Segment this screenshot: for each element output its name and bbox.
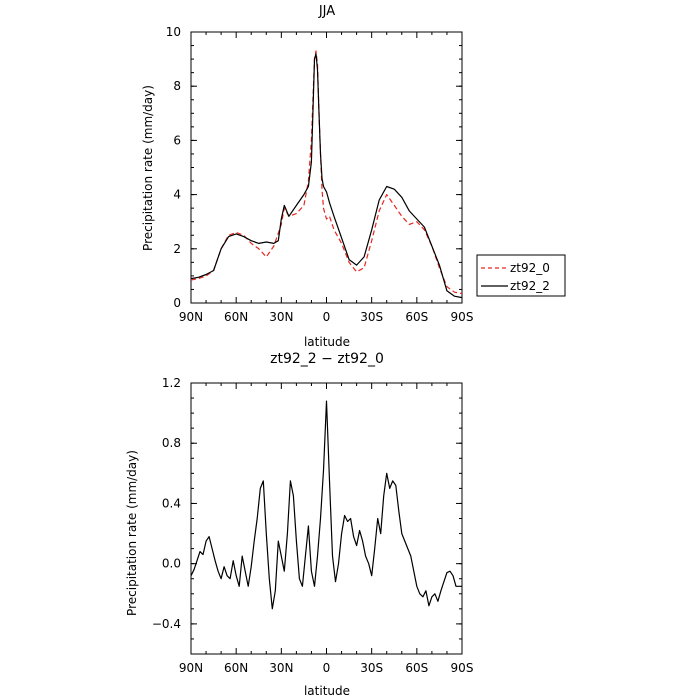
x-tick-label: 60S [405, 661, 428, 675]
y-tick-label: −0.4 [152, 617, 181, 631]
y-tick-label: 0 [173, 296, 181, 310]
y-tick-label: 0.4 [162, 496, 181, 510]
x-tick-label: 60N [224, 661, 248, 675]
x-tick-label: 30N [269, 310, 293, 324]
difference-panel: zt92_2 − zt92_0 latitude Precipitation r… [125, 351, 473, 698]
legend-label-zt92-2: zt92_2 [510, 279, 550, 293]
series-line-diff-0 [190, 400, 462, 610]
y-tick-label: 2 [173, 242, 181, 256]
y-tick-label: 4 [173, 188, 181, 202]
y-tick-label: 0.0 [162, 557, 181, 571]
x-tick-label: 0 [323, 661, 331, 675]
x-tick-label: 60N [224, 310, 248, 324]
series-line-zt92-2 [190, 53, 463, 299]
legend: zt92_0 zt92_2 [476, 254, 566, 297]
x-tick-label: 90N [179, 310, 203, 324]
legend-label-zt92-0: zt92_0 [510, 261, 550, 275]
chart-title: JJA [318, 4, 335, 19]
x-tick-label: 90S [451, 661, 474, 675]
y-axis-label: Precipitation rate (mm/day) [125, 450, 139, 616]
x-axis-label: latitude [304, 684, 350, 698]
y-tick-label: 0.8 [162, 436, 181, 450]
plot-area [190, 382, 463, 655]
jja-precipitation-panel: JJA latitude Precipitation rate (mm/day)… [141, 4, 473, 349]
x-axis-label: latitude [304, 335, 350, 349]
legend-box [476, 254, 566, 297]
x-tick-label: 30N [269, 661, 293, 675]
x-tick-label: 90N [179, 661, 203, 675]
x-tick-label: 0 [323, 310, 331, 324]
y-axis-label: Precipitation rate (mm/day) [141, 85, 155, 251]
series-line-zt92-0 [190, 50, 463, 295]
plot-area [190, 31, 463, 304]
x-tick-label: 60S [405, 310, 428, 324]
y-tick-label: 8 [173, 79, 181, 93]
chart-title: zt92_2 − zt92_0 [270, 351, 384, 367]
y-tick-label: 10 [166, 25, 181, 39]
x-tick-label: 30S [360, 661, 383, 675]
y-tick-label: 6 [173, 133, 181, 147]
x-tick-label: 90S [451, 310, 474, 324]
x-tick-label: 30S [360, 310, 383, 324]
y-tick-label: 1.2 [162, 376, 181, 390]
